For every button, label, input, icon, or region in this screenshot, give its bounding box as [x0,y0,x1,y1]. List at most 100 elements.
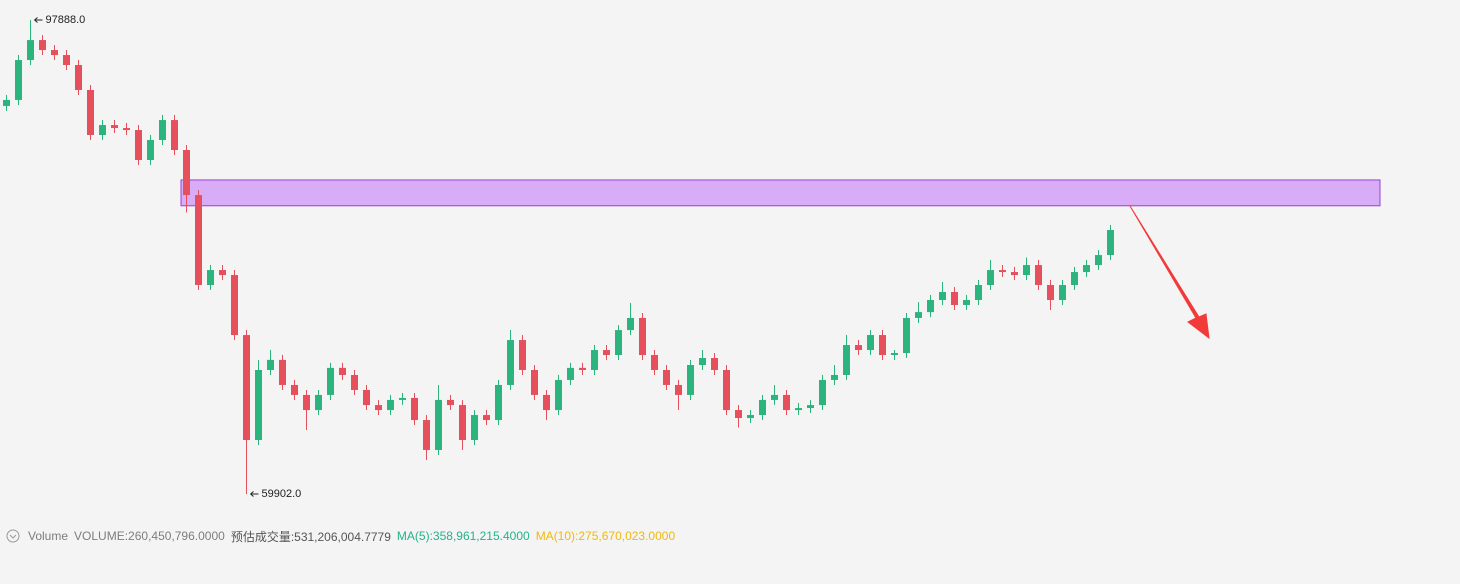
candle-body [819,379,826,406]
candle-body [747,415,754,419]
candle-body [519,340,526,370]
candle-body [771,394,778,400]
candle-body [783,394,790,411]
candle-body [255,369,262,440]
candle-body [1023,265,1030,276]
candle-body [975,285,982,300]
candle-body [603,350,610,356]
candle-body [939,292,946,300]
candle-body [555,379,562,411]
candle-body [1071,272,1078,286]
candle-body [891,353,898,356]
candle-body [615,330,622,356]
candle-body [795,408,802,411]
candle-body [99,125,106,136]
candle-body [711,358,718,370]
candle-body [663,369,670,385]
candle-body [915,312,922,318]
candle-body [675,384,682,395]
volume-name: Volume [28,529,69,543]
candle-body [963,299,970,305]
candle-body [699,358,706,365]
candle-body [111,125,118,129]
candle-body [591,350,598,370]
collapse-icon[interactable] [6,529,20,543]
candle-body [855,345,862,351]
candle-body [723,369,730,411]
candle-body [87,89,94,136]
candle-body [495,384,502,421]
label-arrow [250,491,259,497]
candle-body [639,317,646,356]
candle-body [3,99,10,106]
candle-body [231,275,238,336]
candle-body [867,335,874,351]
candle-body [375,405,382,411]
candle-body [1011,272,1018,276]
candle-body [327,367,334,395]
candle-body [51,50,58,56]
candle-body [579,367,586,370]
candle-body [171,120,178,150]
candle-body [459,405,466,440]
candle-body [267,359,274,370]
candle-body [543,394,550,411]
candle-body [483,415,490,421]
candle-body [435,399,442,450]
candle-body [351,374,358,390]
candle-body [531,369,538,395]
candle-body [123,128,130,131]
candle-body [879,335,886,356]
candle-body [63,55,70,66]
candle-body [951,292,958,305]
candle-body [147,140,154,160]
candle-body [651,355,658,370]
candle-body [927,299,934,313]
candle-body [1107,229,1114,256]
candle-body [735,410,742,419]
legend-item: MA(5):358,961,215.4000 [396,529,530,543]
candle-body [315,394,322,411]
candle-body [291,384,298,395]
candle-body [39,40,46,51]
candle-body [987,270,994,286]
candle-body [843,345,850,375]
candle-body [27,40,34,61]
candle-body [627,317,634,331]
candle-body [507,340,514,385]
candle-body [195,195,202,286]
candle-body [1035,265,1042,286]
legend-item: VOLUME:260,450,796.0000 [74,529,225,543]
candle-body [1095,255,1102,266]
candle-body [471,415,478,440]
candle-body [219,270,226,276]
candle-body [1047,285,1054,300]
candle-body [423,420,430,450]
price-label: 59902.0 [262,488,302,500]
candle-body [183,149,190,196]
candle-body [759,399,766,416]
candle-body [207,270,214,286]
price-label: 97888.0 [46,14,86,26]
candle-body [567,367,574,380]
price-zone [180,179,1381,207]
legend-item: MA(10):275,670,023.0000 [535,529,676,543]
plot-area: 97888.0 59902.0 [3,14,1381,500]
candle-body [999,270,1006,273]
candle-body [363,389,370,406]
candle-body [903,317,910,354]
candle-body [1083,265,1090,273]
candle-body [243,335,250,440]
candle-body [75,65,82,90]
candle-body [15,60,22,100]
candle-body [159,120,166,141]
red-arrow [1129,205,1210,340]
candle-body [687,364,694,395]
legend-item: 预估成交量:531,206,004.7779 [230,529,391,544]
label-arrow [34,17,43,23]
candle-body [303,394,310,411]
candle-body [279,359,286,385]
candle-body [339,367,346,375]
